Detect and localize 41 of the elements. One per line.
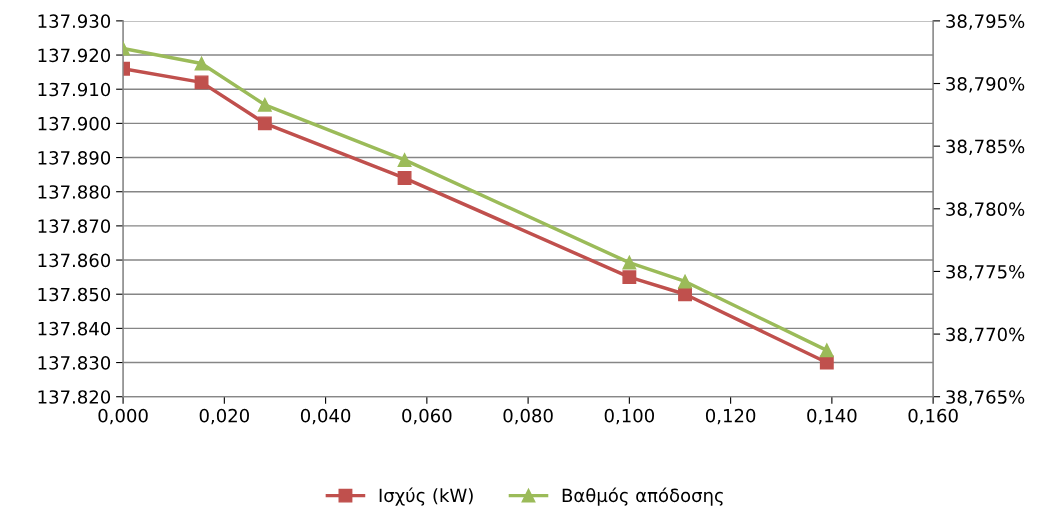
y2-tick-label: 38,795%: [946, 14, 1025, 30]
legend-label: Ισχύς (kW): [379, 487, 473, 506]
y2-tick-label: 38,780%: [946, 202, 1025, 218]
point: [194, 56, 209, 71]
y-tick-label: 137.860: [38, 253, 111, 268]
x-tick-label: 0,100: [604, 408, 654, 425]
x-tick-label: 0,120: [705, 408, 756, 425]
y-tick-label: 137.830: [38, 356, 111, 370]
point: [257, 116, 272, 131]
y-tick-label: 137.880: [38, 185, 111, 199]
point: [678, 287, 692, 302]
point: [622, 255, 637, 270]
x-tick-label: 0,000: [98, 408, 148, 425]
point: [622, 270, 637, 285]
point: [819, 343, 834, 358]
point: [257, 97, 272, 112]
y-tick-label: 137.910: [38, 82, 111, 97]
y2-tick-label: 38,790%: [946, 76, 1025, 93]
y-tick-label: 137.920: [38, 48, 111, 63]
y-tick-label: 137.890: [38, 151, 111, 165]
y2-tick-label: 38,765%: [946, 390, 1025, 406]
x-tick-label: 0,040: [300, 408, 351, 425]
point: [397, 171, 412, 185]
point: [678, 274, 692, 289]
y-tick-label: 137.820: [38, 390, 111, 404]
x-tick-label: 0,060: [402, 408, 452, 425]
y2-tick-label: 38,775%: [946, 264, 1025, 281]
x-tick-label: 0,080: [503, 408, 553, 425]
point: [194, 75, 209, 90]
y-tick-label: 137.850: [38, 287, 111, 302]
x-tick-label: 0,140: [807, 408, 857, 425]
y-tick-label: 137.870: [38, 219, 111, 233]
y-tick-label: 137.900: [38, 116, 111, 131]
point: [397, 152, 412, 167]
y2-tick-label: 38,770%: [946, 327, 1025, 344]
x-tick-label: 0,020: [199, 408, 249, 425]
x-tick-label: 0,160: [908, 408, 958, 425]
y-tick-label: 137.930: [38, 14, 111, 28]
y2-tick-label: 38,785%: [946, 139, 1025, 156]
y-tick-label: 137.840: [38, 321, 111, 336]
legend-label: Βαθμός απόδοσης: [562, 487, 723, 506]
